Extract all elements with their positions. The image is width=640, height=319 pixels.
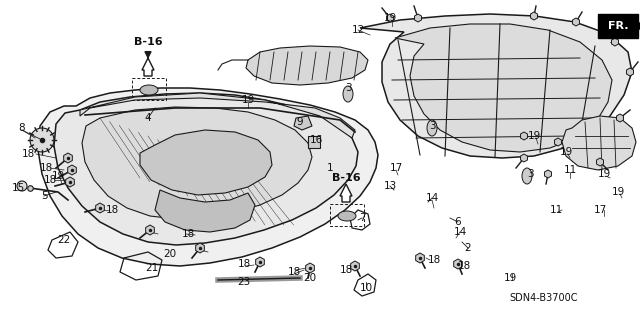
- Text: 5: 5: [41, 191, 47, 201]
- Polygon shape: [415, 253, 424, 263]
- Polygon shape: [520, 132, 527, 140]
- Text: B-16: B-16: [332, 173, 360, 183]
- Ellipse shape: [338, 211, 356, 221]
- Text: 6: 6: [454, 217, 461, 227]
- Text: 18: 18: [106, 205, 118, 215]
- Ellipse shape: [522, 168, 532, 184]
- Text: FR.: FR.: [608, 21, 628, 31]
- Polygon shape: [66, 177, 74, 187]
- Polygon shape: [573, 18, 579, 26]
- Polygon shape: [340, 184, 352, 202]
- Text: 14: 14: [453, 227, 467, 237]
- Text: 4: 4: [145, 113, 151, 123]
- Polygon shape: [82, 107, 312, 219]
- Text: B-16: B-16: [134, 37, 163, 47]
- Text: 15: 15: [12, 183, 24, 193]
- Text: 3: 3: [345, 83, 351, 93]
- Polygon shape: [294, 116, 312, 130]
- Text: SDN4-B3700C: SDN4-B3700C: [509, 293, 579, 303]
- Polygon shape: [351, 261, 359, 271]
- Text: 18: 18: [339, 265, 353, 275]
- Text: 18: 18: [458, 261, 470, 271]
- Text: 16: 16: [309, 135, 323, 145]
- Polygon shape: [596, 158, 604, 166]
- Polygon shape: [627, 68, 634, 76]
- Text: 12: 12: [351, 25, 365, 35]
- Polygon shape: [554, 138, 561, 146]
- Text: 18: 18: [428, 255, 440, 265]
- Text: 14: 14: [426, 193, 438, 203]
- Polygon shape: [142, 58, 154, 76]
- Ellipse shape: [427, 120, 437, 136]
- Text: 3: 3: [527, 169, 533, 179]
- Text: 13: 13: [383, 181, 397, 191]
- Text: 1: 1: [326, 163, 333, 173]
- Polygon shape: [395, 24, 612, 152]
- Ellipse shape: [343, 86, 353, 102]
- Text: 7: 7: [358, 213, 365, 223]
- Text: 17: 17: [593, 205, 607, 215]
- Text: 9: 9: [297, 117, 303, 127]
- Text: 19: 19: [504, 273, 516, 283]
- Text: 21: 21: [145, 263, 159, 273]
- Polygon shape: [140, 130, 272, 195]
- Polygon shape: [612, 38, 618, 46]
- Polygon shape: [196, 243, 204, 253]
- Text: 18: 18: [40, 163, 52, 173]
- Text: 19: 19: [527, 131, 541, 141]
- Text: 11: 11: [549, 205, 563, 215]
- Polygon shape: [155, 190, 255, 232]
- Polygon shape: [387, 14, 394, 22]
- Circle shape: [17, 181, 27, 191]
- Text: 18: 18: [181, 229, 195, 239]
- Text: 18: 18: [21, 149, 35, 159]
- Text: 19: 19: [611, 187, 625, 197]
- Polygon shape: [562, 116, 636, 170]
- Text: 2: 2: [465, 243, 471, 253]
- FancyArrow shape: [638, 20, 640, 32]
- Polygon shape: [95, 203, 104, 213]
- Polygon shape: [415, 14, 422, 22]
- Text: 11: 11: [563, 165, 577, 175]
- Polygon shape: [454, 259, 462, 269]
- Text: 18: 18: [287, 267, 301, 277]
- Polygon shape: [80, 93, 355, 138]
- Text: 19: 19: [51, 171, 65, 181]
- Text: 10: 10: [360, 283, 372, 293]
- Polygon shape: [520, 154, 527, 162]
- Polygon shape: [146, 225, 154, 235]
- Text: 19: 19: [597, 169, 611, 179]
- Text: 22: 22: [58, 235, 70, 245]
- Text: 18: 18: [44, 175, 56, 185]
- Polygon shape: [545, 170, 552, 178]
- Text: 19: 19: [559, 147, 573, 157]
- Polygon shape: [68, 165, 76, 175]
- Polygon shape: [30, 128, 54, 152]
- Text: 19: 19: [241, 95, 255, 105]
- Text: 19: 19: [383, 13, 397, 23]
- Text: 3: 3: [429, 121, 435, 131]
- Polygon shape: [54, 93, 358, 245]
- Polygon shape: [38, 88, 378, 266]
- Text: 20: 20: [303, 273, 317, 283]
- Polygon shape: [246, 46, 368, 85]
- Polygon shape: [255, 257, 264, 267]
- Text: 23: 23: [237, 277, 251, 287]
- Polygon shape: [616, 114, 623, 122]
- Polygon shape: [63, 153, 72, 163]
- Text: 20: 20: [163, 249, 177, 259]
- Polygon shape: [360, 14, 632, 158]
- Polygon shape: [306, 263, 314, 273]
- Text: 17: 17: [389, 163, 403, 173]
- Polygon shape: [531, 12, 538, 20]
- Text: 8: 8: [19, 123, 26, 133]
- Polygon shape: [598, 14, 638, 38]
- Text: 18: 18: [237, 259, 251, 269]
- Ellipse shape: [140, 85, 158, 95]
- Polygon shape: [308, 136, 320, 148]
